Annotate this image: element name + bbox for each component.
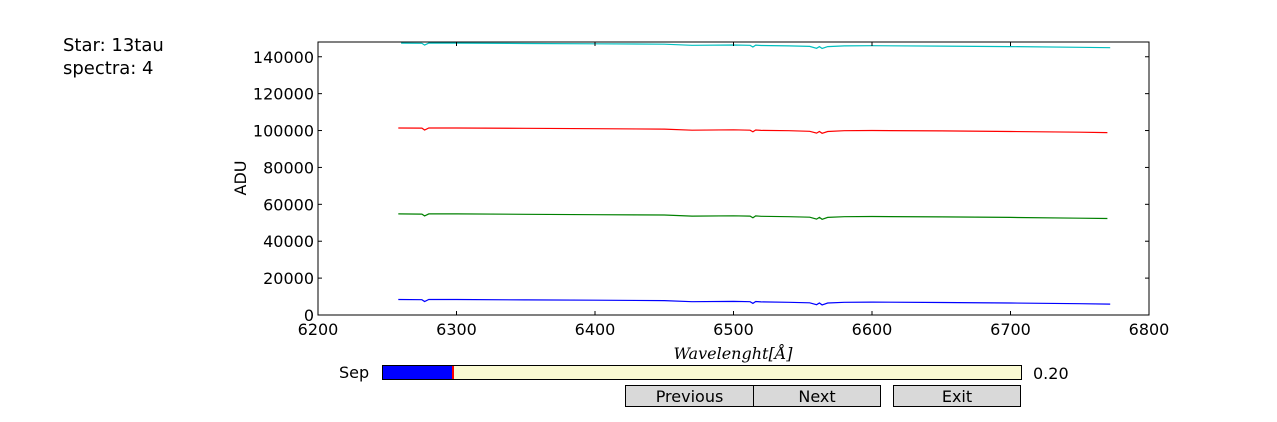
- sep-slider[interactable]: [382, 365, 1022, 380]
- y-tick-label: 140000: [253, 48, 314, 67]
- spectrum-line-1: [398, 298, 1111, 306]
- y-tick-label: 0: [304, 306, 314, 325]
- x-tick-label: 6800: [1129, 320, 1170, 339]
- sep-slider-fill: [383, 366, 454, 379]
- sep-slider-handle[interactable]: [452, 366, 455, 379]
- next-button[interactable]: Next: [753, 385, 881, 407]
- previous-button[interactable]: Previous: [625, 385, 754, 407]
- sep-slider-label: Sep: [339, 363, 370, 382]
- y-tick-label: 40000: [263, 232, 314, 251]
- y-tick-label: 60000: [263, 195, 314, 214]
- spectra-count-label: spectra: 4: [63, 58, 154, 79]
- sep-slider-value: 0.20: [1033, 364, 1069, 383]
- spectrum-line-2: [398, 213, 1108, 220]
- exit-button[interactable]: Exit: [893, 385, 1021, 407]
- x-tick-label: 6300: [436, 320, 477, 339]
- star-name-label: Star: 13tau: [63, 35, 164, 56]
- x-tick-label: 6400: [575, 320, 616, 339]
- series-layer: [398, 42, 1111, 306]
- spectrum-line-4: [401, 42, 1111, 50]
- x-axis-label: Wavelenght[Å]: [673, 343, 793, 363]
- y-tick-label: 120000: [253, 85, 314, 104]
- spectrum-line-3: [398, 127, 1108, 134]
- x-tick-label: 6500: [713, 320, 754, 339]
- x-tick-label: 6700: [990, 320, 1031, 339]
- x-tick-label: 6600: [852, 320, 893, 339]
- x-tick-label: 6200: [298, 320, 339, 339]
- y-tick-label: 80000: [263, 158, 314, 177]
- plot-frame: [317, 41, 1150, 316]
- ticks-layer: 6200 6300 6400 6500 6600 6700 6800 0 20000 40000 6…: [253, 42, 1169, 339]
- y-axis-label: ADU: [231, 161, 250, 196]
- y-tick-label: 20000: [263, 269, 314, 288]
- plot-area: [318, 42, 1149, 315]
- y-tick-label: 100000: [253, 122, 314, 141]
